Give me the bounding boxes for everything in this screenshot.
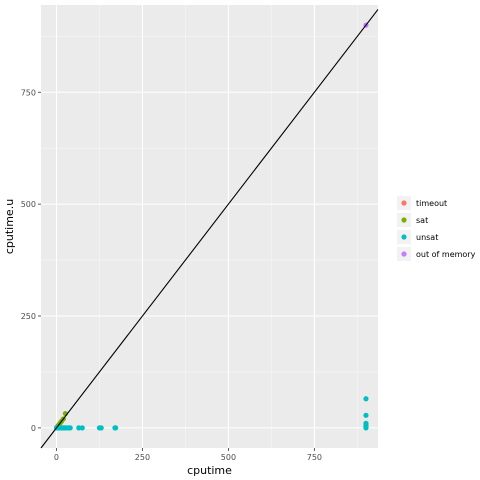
data-point-unsat: [363, 396, 369, 402]
legend-label: out of memory: [416, 250, 476, 259]
data-point-unsat: [113, 425, 119, 431]
data-point-unsat: [363, 412, 369, 418]
identity-reference-line: [40, 9, 379, 449]
legend-swatch: [401, 251, 407, 257]
legend-label: sat: [416, 216, 428, 225]
legend-swatch: [401, 217, 407, 223]
data-point-unsat: [363, 420, 369, 426]
legend-swatch: [401, 234, 407, 240]
legend-swatch: [401, 200, 407, 206]
y-axis-ticks: 0 250 500 750: [21, 88, 41, 433]
major-gridlines: [41, 5, 378, 448]
x-tick-label: 0: [54, 453, 59, 462]
x-tick-label: 250: [135, 453, 150, 462]
legend-label: timeout: [416, 199, 447, 208]
y-tick-label: 0: [31, 424, 36, 433]
y-axis-title: cputime.u: [3, 199, 16, 254]
legend: timeout sat unsat out of memory: [397, 196, 476, 261]
x-tick-label: 500: [221, 453, 236, 462]
minor-gridlines: [41, 5, 378, 448]
x-axis-title: cputime: [187, 464, 232, 477]
x-axis-ticks: 0 250 500 750: [54, 448, 322, 462]
x-tick-label: 750: [307, 453, 322, 462]
legend-label: unsat: [416, 233, 438, 242]
y-tick-label: 500: [21, 200, 36, 209]
data-point-unsat: [79, 425, 85, 431]
data-point-unsat: [98, 425, 104, 431]
y-tick-label: 250: [21, 312, 36, 321]
y-tick-label: 750: [21, 88, 36, 97]
data-point-unsat: [67, 425, 73, 431]
